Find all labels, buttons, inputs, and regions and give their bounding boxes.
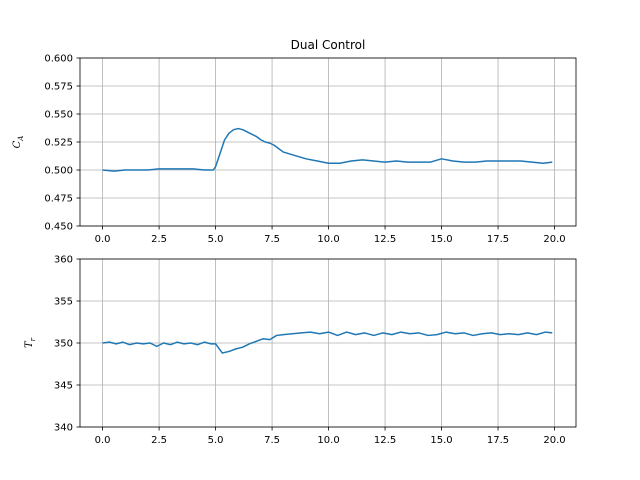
- y-axis-label: Tr: [24, 337, 37, 348]
- y-tick-label: 0.550: [44, 110, 73, 121]
- x-tick-label: 12.5: [374, 435, 396, 446]
- y-tick-label: 350: [54, 339, 73, 350]
- x-tick-label: 2.5: [151, 435, 167, 446]
- bottom-panel: 0.0 2.5 5.0 7.5 10.0 12.5 15.0 17.5 20.0 340 345 35…: [24, 255, 577, 446]
- y-tick-label: 0.450: [44, 222, 73, 233]
- x-tick-label: 17.5: [487, 435, 509, 446]
- x-tick-label: 0.0: [95, 234, 111, 245]
- y-tick-label: 340: [54, 423, 73, 434]
- x-tick-label: 5.0: [208, 435, 224, 446]
- x-tick-label: 15.0: [430, 435, 452, 446]
- y-tick-label: 0.500: [44, 166, 73, 177]
- top-panel: 0.0 2.5 5.0 7.5 10.0 12.5 15.0 17.5 20.0 0.450 0.4…: [12, 54, 577, 245]
- x-tick-label: 7.5: [264, 234, 280, 245]
- x-tick-label: 20.0: [543, 435, 565, 446]
- x-tick-label: 15.0: [430, 234, 452, 245]
- y-axis-label: CA: [12, 136, 25, 149]
- x-tick-label: 17.5: [487, 234, 509, 245]
- x-tick-label: 2.5: [151, 234, 167, 245]
- series-line: [102, 331, 553, 354]
- chart-title: Dual Control: [291, 38, 366, 52]
- x-tick-label: 10.0: [317, 435, 339, 446]
- x-tick-label: 20.0: [543, 234, 565, 245]
- y-tick-label: 345: [54, 381, 73, 392]
- x-tick-label: 10.0: [317, 234, 339, 245]
- y-tick-label: 0.475: [44, 194, 73, 205]
- x-tick-label: 7.5: [264, 435, 280, 446]
- y-tick-label: 0.575: [44, 82, 73, 93]
- x-tick-label: 5.0: [208, 234, 224, 245]
- y-tick-label: 0.600: [44, 54, 73, 65]
- y-tick-label: 355: [54, 297, 73, 308]
- y-tick-label: 0.525: [44, 138, 73, 149]
- series-line: [102, 127, 553, 172]
- y-tick-label: 360: [54, 255, 73, 266]
- x-tick-label: 0.0: [95, 435, 111, 446]
- x-tick-label: 12.5: [374, 234, 396, 245]
